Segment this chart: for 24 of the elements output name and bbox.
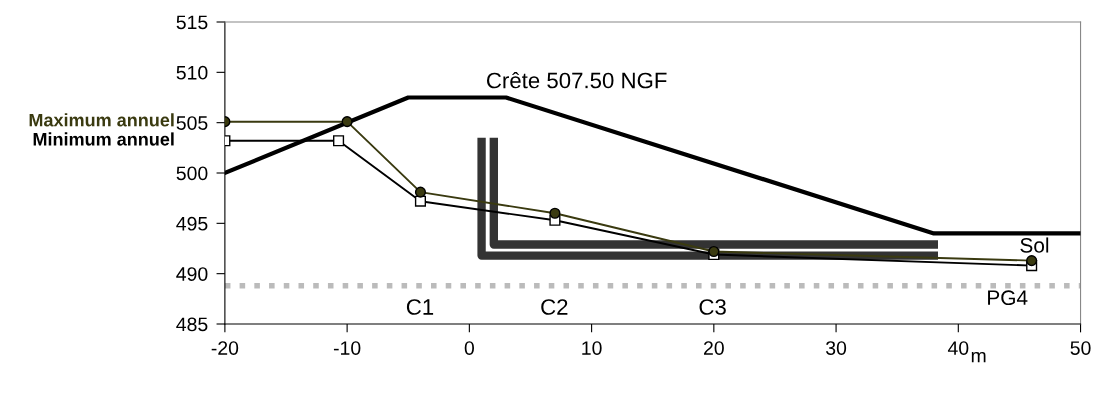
x-tick-label: -10 xyxy=(333,341,361,355)
text: Maximum annuel xyxy=(29,113,174,127)
x-axis-title: m xyxy=(971,351,986,363)
x-tick-label: -20 xyxy=(211,341,239,355)
ref-line-label: PG4 xyxy=(988,290,1028,306)
y-tick-label: 515 xyxy=(176,15,208,30)
series-label: Sol xyxy=(1020,237,1049,253)
y-tick-label: 510 xyxy=(176,65,208,80)
x-tick-label: 30 xyxy=(826,341,847,355)
y-tick-label: 495 xyxy=(176,216,208,231)
annotation: C3 xyxy=(699,299,726,315)
x-tick-label: 50 xyxy=(1070,341,1091,355)
y-tick-label: 490 xyxy=(176,267,208,281)
x-tick-label: 20 xyxy=(704,341,724,355)
y-tick-label: 500 xyxy=(176,166,208,181)
x-tick-label: 10 xyxy=(582,341,602,355)
y-tick-label: 485 xyxy=(176,317,208,332)
annotation: C1 xyxy=(406,299,434,315)
x-tick-label: 0 xyxy=(464,341,475,355)
annotation: Crête 507.50 NGF xyxy=(486,71,667,89)
text: Minimum annuel xyxy=(33,132,174,146)
annotation: C2 xyxy=(541,299,568,315)
x-tick-label: 40 xyxy=(947,341,969,355)
y-tick-label: 505 xyxy=(176,116,208,130)
